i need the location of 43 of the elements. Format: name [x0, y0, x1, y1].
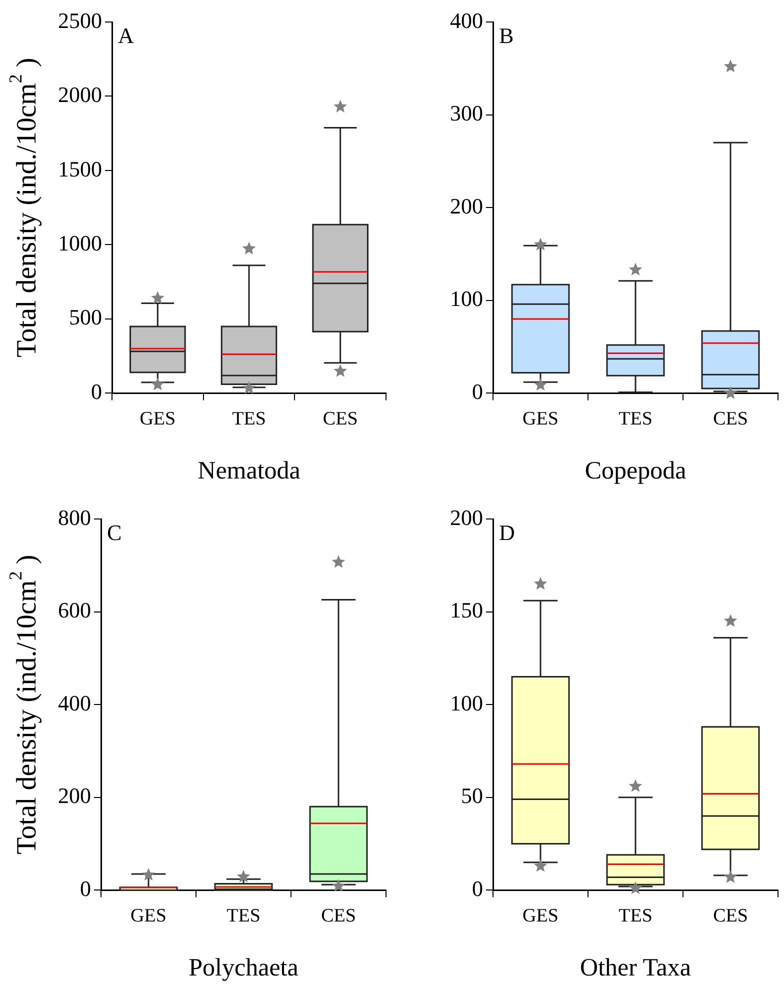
y-tick-label: 600: [58, 598, 91, 623]
y-tick-label: 200: [450, 504, 483, 530]
x-tick-label: GES: [522, 906, 558, 927]
y-tick-label: 0: [91, 378, 102, 404]
x-tick-label: CES: [713, 906, 748, 927]
y-tick-label: 100: [450, 690, 483, 716]
x-tick-label: GES: [522, 408, 558, 430]
y-tick-label: 1000: [58, 230, 102, 256]
y-tick-label: 300: [450, 100, 483, 126]
y-tick-label: 2000: [58, 82, 102, 108]
x-tick-label: TES: [618, 408, 652, 430]
x-tick-label: GES: [140, 408, 176, 430]
x-tick-label: CES: [713, 408, 748, 430]
y-tick-label: 0: [472, 378, 483, 404]
y-axis-title: Total density (ind./10cm2 ): [6, 554, 42, 854]
annotation: B: [499, 22, 514, 48]
y-tick-label: 400: [450, 8, 483, 33]
y-axis-title: Total density (ind./10cm2 ): [6, 58, 42, 358]
y-tick-label: 500: [69, 304, 102, 330]
y-tick-label: 400: [58, 690, 91, 716]
y-tick-label: 50: [461, 783, 483, 808]
x-axis-title: Nematoda: [198, 458, 300, 485]
y-tick-label: 2500: [58, 8, 102, 33]
x-tick-label: GES: [130, 906, 166, 927]
x-axis-title: Polychaeta: [188, 954, 298, 982]
x-tick-label: CES: [322, 408, 358, 430]
annotation: C: [107, 520, 122, 545]
annotation: A: [118, 22, 134, 48]
y-tick-label: 1500: [58, 156, 102, 182]
y-tick-label: 100: [450, 286, 483, 312]
y-tick-label: 200: [450, 193, 483, 218]
y-tick-label: 0: [80, 876, 91, 901]
annotation: D: [499, 520, 515, 545]
y-tick-label: 800: [58, 504, 91, 530]
x-axis-title: Other Taxa: [580, 954, 691, 982]
y-tick-label: 200: [58, 783, 91, 808]
x-axis-title: Copepoda: [584, 458, 686, 485]
x-tick-label: TES: [226, 906, 260, 927]
y-tick-label: 0: [472, 876, 483, 901]
x-tick-label: CES: [321, 906, 356, 927]
x-tick-label: TES: [618, 906, 652, 927]
y-tick-label: 150: [450, 598, 483, 623]
x-tick-label: TES: [232, 408, 266, 430]
